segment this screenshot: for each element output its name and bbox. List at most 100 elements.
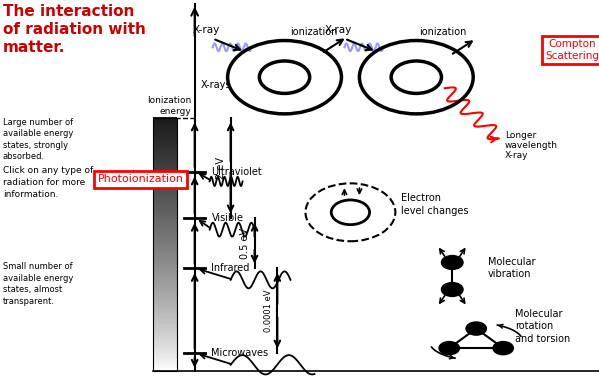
Bar — [153, 240, 177, 242]
Bar — [153, 211, 177, 213]
Bar — [153, 158, 177, 159]
Bar — [153, 149, 177, 151]
Bar — [153, 172, 177, 173]
Bar — [153, 173, 177, 174]
Bar — [153, 261, 177, 263]
Text: 2 eV: 2 eV — [216, 157, 226, 179]
Text: Compton
Scattering: Compton Scattering — [545, 39, 599, 61]
Bar — [153, 157, 177, 158]
Bar — [153, 341, 177, 343]
Bar — [153, 196, 177, 197]
Bar — [153, 122, 177, 124]
Circle shape — [441, 256, 463, 269]
Bar — [153, 352, 177, 354]
Bar — [153, 168, 177, 169]
Bar — [153, 154, 177, 156]
Bar — [153, 144, 177, 146]
Bar — [153, 143, 177, 144]
Bar — [153, 220, 177, 222]
Bar — [153, 364, 177, 366]
Text: X-ray: X-ray — [325, 25, 352, 35]
Bar — [153, 365, 177, 367]
Bar — [153, 202, 177, 204]
Bar — [153, 130, 177, 132]
Bar — [153, 292, 177, 293]
Bar — [153, 296, 177, 297]
Bar — [153, 159, 177, 161]
Bar — [153, 148, 177, 149]
Bar — [153, 301, 177, 302]
Bar — [153, 174, 177, 176]
Bar — [153, 249, 177, 251]
Text: Electron
level changes: Electron level changes — [401, 193, 469, 216]
Bar — [153, 206, 177, 208]
Bar — [153, 135, 177, 137]
Bar — [153, 205, 177, 206]
Bar — [153, 242, 177, 244]
Bar — [153, 223, 177, 225]
Bar — [153, 234, 177, 235]
Text: Ionization
energy: Ionization energy — [147, 96, 192, 116]
Bar — [153, 323, 177, 325]
Text: Molecular
vibration: Molecular vibration — [488, 257, 536, 279]
Bar — [153, 278, 177, 279]
Bar — [153, 259, 177, 261]
Bar — [153, 165, 177, 167]
Text: The interaction
of radiation with
matter.: The interaction of radiation with matter… — [3, 4, 146, 55]
Bar — [153, 185, 177, 186]
Bar — [153, 320, 177, 321]
Bar — [153, 188, 177, 190]
Bar — [153, 347, 177, 349]
Text: Infrared: Infrared — [211, 263, 250, 273]
Bar — [153, 337, 177, 339]
Text: ionization: ionization — [419, 27, 467, 37]
Bar — [153, 260, 177, 262]
Bar — [153, 258, 177, 259]
Bar — [153, 226, 177, 228]
Bar — [153, 230, 177, 232]
Bar — [153, 191, 177, 192]
Bar — [153, 277, 177, 278]
Bar — [153, 218, 177, 220]
Bar — [153, 359, 177, 361]
Bar — [153, 346, 177, 348]
Bar — [153, 179, 177, 181]
Bar — [153, 361, 177, 363]
Bar — [153, 307, 177, 309]
Bar — [153, 125, 177, 127]
Bar — [153, 303, 177, 305]
Bar — [153, 118, 177, 371]
Bar — [153, 245, 177, 247]
Bar — [153, 356, 177, 358]
Bar — [153, 302, 177, 303]
Text: Click on any type of
radiation for more
information.: Click on any type of radiation for more … — [3, 166, 93, 198]
Bar — [153, 120, 177, 122]
Bar — [153, 127, 177, 129]
Bar — [153, 268, 177, 269]
Bar — [153, 317, 177, 319]
Bar — [153, 366, 177, 368]
Bar — [153, 251, 177, 253]
Bar — [153, 273, 177, 274]
Bar — [153, 289, 177, 291]
Bar — [153, 164, 177, 166]
Bar — [153, 137, 177, 139]
Bar — [153, 252, 177, 254]
Bar — [153, 264, 177, 266]
Bar — [153, 270, 177, 272]
Bar — [153, 334, 177, 335]
Text: Small number of
available energy
states, almost
transparent.: Small number of available energy states,… — [3, 262, 73, 306]
Bar — [153, 310, 177, 311]
Bar — [153, 349, 177, 350]
Bar — [153, 282, 177, 283]
Bar — [153, 124, 177, 125]
Bar — [153, 235, 177, 237]
Bar — [153, 169, 177, 171]
Bar — [153, 254, 177, 256]
Bar — [153, 232, 177, 234]
Bar — [153, 236, 177, 238]
Bar — [153, 325, 177, 326]
Text: Ultraviolet: Ultraviolet — [211, 167, 262, 177]
Bar — [153, 326, 177, 328]
Bar — [153, 345, 177, 347]
